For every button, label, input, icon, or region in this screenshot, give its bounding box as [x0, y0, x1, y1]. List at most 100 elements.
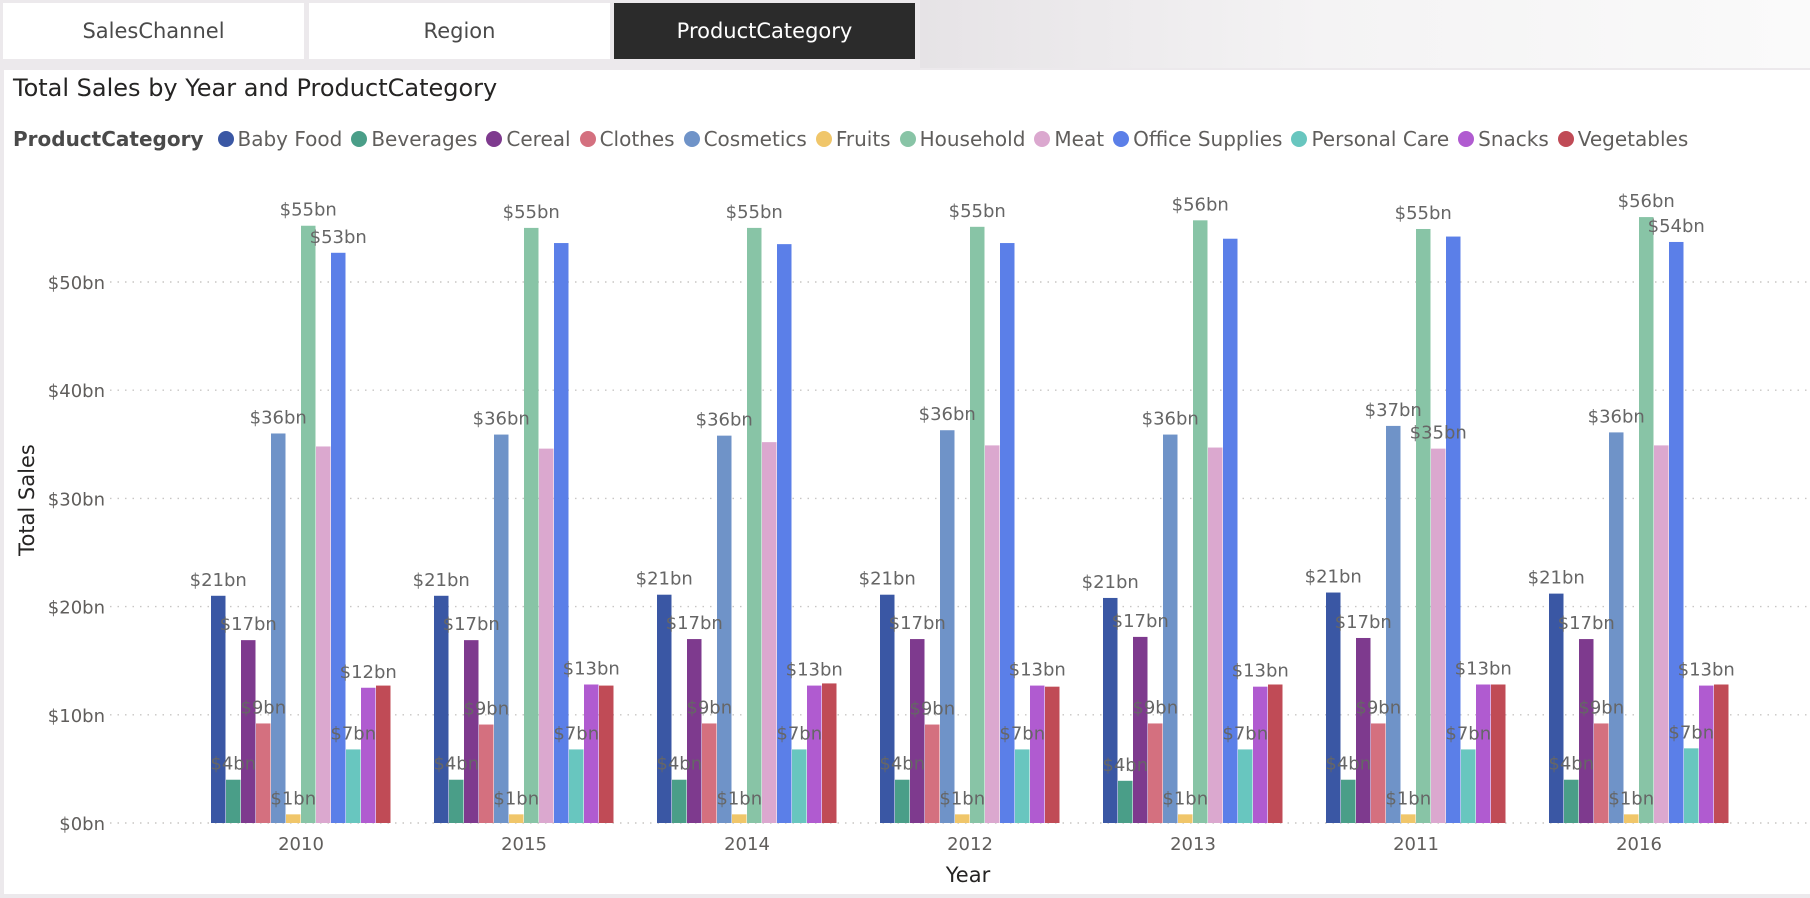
legend-item[interactable]: Cosmetics [683, 127, 807, 151]
bar [524, 227, 539, 823]
bar [1118, 780, 1133, 823]
legend-label: Clothes [599, 127, 675, 151]
bar [1193, 220, 1208, 824]
bar [539, 448, 554, 823]
legend-swatch [579, 131, 596, 147]
data-label: $17bn [1112, 611, 1169, 632]
data-label: $9bn [686, 697, 732, 718]
data-label: $53bn [310, 227, 367, 248]
bar [822, 683, 837, 823]
bar [1223, 238, 1238, 824]
data-label: $7bn [999, 723, 1045, 744]
y-tick-label: $50bn [48, 273, 105, 294]
bar [256, 723, 271, 823]
data-label: $9bn [909, 699, 955, 720]
bar [702, 723, 717, 823]
data-label: $21bn [1305, 567, 1362, 588]
bar [361, 687, 376, 823]
legend-label: Fruits [835, 127, 891, 151]
tab-productcategory[interactable]: ProductCategory [614, 3, 915, 59]
data-label: $4bn [1548, 754, 1594, 775]
bar [792, 749, 807, 823]
data-label: $17bn [220, 614, 277, 635]
bar [494, 434, 509, 823]
data-label: $7bn [1222, 723, 1268, 744]
bar [762, 442, 777, 823]
bar [1045, 686, 1060, 823]
legend-label: Personal Care [1311, 127, 1450, 151]
y-tick-label: $40bn [48, 381, 105, 402]
data-label: $37bn [1365, 400, 1422, 421]
bar [1609, 432, 1624, 823]
bar [1401, 814, 1416, 823]
bar [1564, 779, 1579, 823]
bar [479, 724, 494, 823]
legend-item[interactable]: Office Supplies [1113, 127, 1282, 151]
bar [599, 685, 614, 823]
legend-swatch [486, 131, 503, 147]
data-label: $7bn [553, 723, 599, 744]
bar [717, 435, 732, 823]
bar [1103, 597, 1118, 823]
bar [434, 595, 449, 823]
legend-label: Office Supplies [1133, 127, 1283, 151]
y-tick-label: $10bn [48, 706, 105, 727]
data-label: $13bn [1009, 660, 1066, 681]
legend-item[interactable]: Beverages [351, 127, 477, 151]
x-tick-label: 2010 [278, 834, 324, 855]
bar [672, 779, 687, 823]
data-label: $9bn [240, 697, 286, 718]
legend-swatch [1113, 131, 1130, 147]
data-label: $17bn [1335, 612, 1392, 633]
x-tick-label: 2015 [501, 834, 547, 855]
legend-label: Baby Food [237, 127, 343, 151]
data-label: $56bn [1618, 191, 1675, 212]
data-label: $12bn [340, 662, 397, 683]
bar [554, 243, 569, 824]
legend-swatch [351, 131, 368, 147]
bar [1684, 748, 1699, 823]
bar [1386, 425, 1401, 823]
data-label: $7bn [330, 723, 376, 744]
tab-region[interactable]: Region [309, 3, 610, 59]
legend-item[interactable]: Household [899, 127, 1025, 151]
data-label: $4bn [1325, 754, 1371, 775]
legend-item[interactable]: Baby Food [217, 127, 343, 151]
data-label: $21bn [1528, 568, 1585, 589]
chart-legend: ProductCategory Baby Food Beverages Cereal… [13, 124, 1697, 154]
legend-item[interactable]: Vegetables [1557, 127, 1688, 151]
bar [376, 685, 391, 823]
legend-item[interactable]: Snacks [1458, 127, 1549, 151]
legend-item[interactable]: Clothes [579, 127, 675, 151]
x-tick-label: 2011 [1393, 834, 1439, 855]
tab-saleschannel[interactable]: SalesChannel [3, 3, 304, 59]
bar [895, 779, 910, 823]
bar [1253, 686, 1268, 823]
bar [1669, 241, 1684, 823]
data-label: $7bn [1668, 722, 1714, 743]
legend-item[interactable]: Fruits [815, 127, 891, 151]
data-label: $35bn [1410, 423, 1467, 444]
legend-swatch [1291, 131, 1308, 147]
data-label: $17bn [889, 613, 946, 634]
bar [970, 226, 985, 823]
legend-swatch [1034, 131, 1051, 147]
x-tick-label: 2013 [1170, 834, 1216, 855]
bar [1163, 434, 1178, 823]
bar [657, 594, 672, 823]
bar [241, 640, 256, 823]
bar [1178, 814, 1193, 823]
legend-item[interactable]: Meat [1034, 127, 1104, 151]
bar [569, 749, 584, 823]
legend-item[interactable]: Cereal [486, 127, 571, 151]
data-label: $21bn [413, 570, 470, 591]
bar [1699, 685, 1714, 823]
bar [271, 433, 286, 823]
bar [880, 594, 895, 823]
data-label: $21bn [636, 569, 693, 590]
bar [1208, 447, 1223, 823]
legend-swatch [217, 131, 234, 147]
legend-swatch [1458, 131, 1475, 147]
legend-item[interactable]: Personal Care [1291, 127, 1449, 151]
data-label: $21bn [859, 569, 916, 590]
